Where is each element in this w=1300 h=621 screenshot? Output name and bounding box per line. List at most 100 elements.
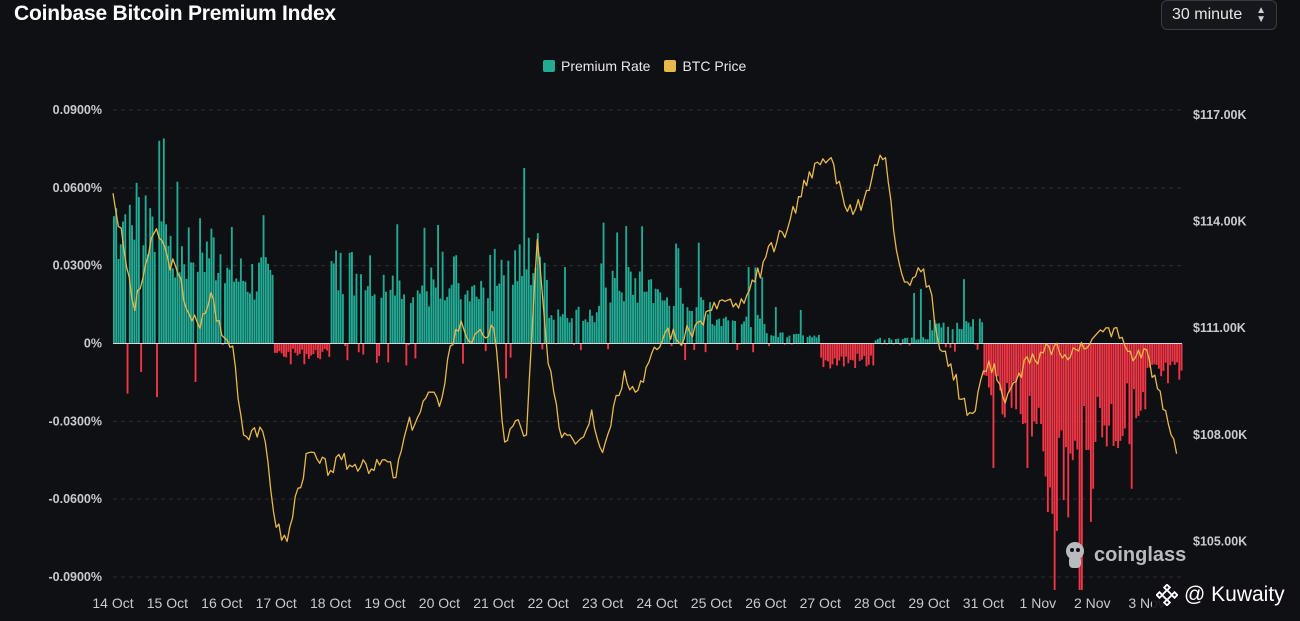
premium-bar <box>205 241 208 344</box>
premium-bar <box>659 292 662 344</box>
premium-bar <box>552 319 555 344</box>
premium-bar <box>749 327 752 344</box>
left-tick-label: -0.0600% <box>48 492 102 506</box>
premium-bar <box>756 314 759 344</box>
premium-bar <box>643 291 646 344</box>
premium-bar <box>949 343 952 348</box>
premium-bar <box>366 286 369 344</box>
x-tick-label: 27 Oct <box>800 595 841 611</box>
premium-bar <box>269 269 272 344</box>
premium-bar <box>1069 343 1072 454</box>
premium-bar <box>1074 343 1076 441</box>
premium-bar <box>820 343 823 358</box>
premium-bar <box>715 319 718 344</box>
premium-bar <box>933 319 936 344</box>
premium-bar <box>890 339 893 344</box>
premium-bar <box>618 290 621 344</box>
x-tick-label: 22 Oct <box>528 595 569 611</box>
premium-bar <box>283 343 285 357</box>
premium-bar <box>908 343 911 346</box>
premium-bar <box>385 291 387 344</box>
premium-bar <box>967 322 970 344</box>
premium-bar <box>1026 343 1029 469</box>
x-tick-label: 29 Oct <box>908 595 949 611</box>
premium-bar <box>940 327 943 344</box>
premium-bar <box>817 334 820 344</box>
premium-bar <box>228 269 231 344</box>
premium-bar <box>498 283 501 344</box>
premium-bar <box>906 337 909 344</box>
premium-bar <box>831 343 834 365</box>
premium-bar <box>473 285 476 344</box>
premium-bar <box>632 294 634 344</box>
premium-bar <box>523 167 526 344</box>
premium-bar <box>319 343 322 360</box>
premium-bar <box>745 316 748 344</box>
premium-bar <box>405 343 408 366</box>
premium-bar <box>627 267 630 344</box>
left-axis-ticks: 0.0900% 0.0600% 0.0300% 0% -0.0300% -0.0600% -… <box>48 103 102 584</box>
interval-select[interactable]: 30 minute ▲ ▼ <box>1161 0 1277 30</box>
premium-bar <box>194 343 197 382</box>
premium-bar <box>360 274 362 344</box>
premium-rate-bars <box>113 138 1183 590</box>
premium-bar <box>448 288 451 344</box>
premium-bar <box>997 343 999 377</box>
page-title: Coinbase Bitcoin Premium Index <box>14 2 336 25</box>
premium-bar <box>897 338 900 344</box>
premium-bar <box>763 324 766 344</box>
premium-bar <box>151 216 154 344</box>
premium-bar <box>287 343 290 352</box>
premium-bar <box>953 343 956 352</box>
premium-bar <box>879 337 882 344</box>
premium-bar <box>840 343 843 357</box>
premium-bar <box>1137 343 1140 416</box>
premium-bar <box>589 309 591 344</box>
premium-bar <box>1001 343 1004 415</box>
premium-bar <box>620 292 623 344</box>
premium-bar <box>845 343 848 357</box>
premium-bar <box>725 316 727 344</box>
premium-bar <box>339 252 342 344</box>
premium-bar <box>550 315 553 344</box>
premium-bar <box>162 138 165 344</box>
premium-bar <box>1119 343 1122 441</box>
legend-item-premium-rate[interactable]: Premium Rate <box>543 58 650 74</box>
chart-grid <box>113 109 1182 578</box>
premium-bar <box>409 303 412 344</box>
premium-bar <box>1139 343 1142 411</box>
premium-bar <box>931 330 934 344</box>
premium-bar <box>484 343 487 352</box>
premium-bar <box>1123 343 1126 429</box>
premium-rate-swatch <box>543 60 555 72</box>
premium-bar <box>779 332 782 344</box>
legend-item-btc-price[interactable]: BTC Price <box>664 58 746 74</box>
premium-bar <box>688 310 691 344</box>
premium-bar <box>915 339 918 344</box>
premium-bar <box>808 335 811 344</box>
premium-bar <box>466 290 469 344</box>
premium-bar <box>425 291 428 344</box>
premium-bar <box>496 285 498 344</box>
premium-bar <box>616 232 619 344</box>
premium-bar <box>593 322 596 344</box>
premium-bar <box>969 326 972 344</box>
premium-bar <box>260 257 263 344</box>
premium-bar <box>475 296 478 344</box>
premium-bar <box>1146 343 1149 368</box>
premium-bar <box>1028 343 1031 396</box>
premium-bar <box>135 182 138 344</box>
premium-bar <box>609 302 612 344</box>
premium-bar <box>1114 343 1117 442</box>
premium-bar <box>1164 343 1167 363</box>
x-tick-label: 20 Oct <box>419 595 460 611</box>
premium-bar <box>829 343 832 369</box>
premium-bar <box>364 290 367 344</box>
premium-bar <box>1167 343 1169 384</box>
premium-bar <box>307 343 310 359</box>
btc-price-path <box>112 154 1178 543</box>
premium-bar <box>278 343 281 352</box>
premium-bar <box>212 237 215 344</box>
premium-bar <box>1040 343 1042 424</box>
